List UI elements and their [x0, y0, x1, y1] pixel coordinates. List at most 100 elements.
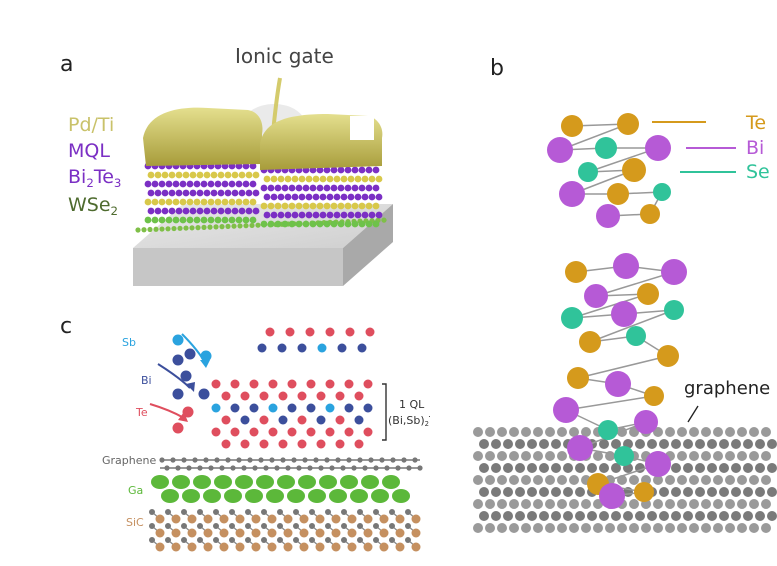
graphene-atom: [599, 463, 609, 473]
layer-atom: [277, 193, 285, 201]
c-atom: [219, 542, 229, 552]
graphene-atom: [731, 439, 741, 449]
layer-atom: [358, 220, 366, 228]
si-atom: [229, 509, 235, 515]
si-atom: [341, 509, 347, 515]
ga-atom: [224, 489, 242, 503]
graphene-atom: [737, 523, 747, 533]
graphene-atom: [719, 487, 729, 497]
graphene-atom: [767, 511, 777, 521]
si-atom: [309, 509, 315, 515]
graphene-atom: [551, 511, 561, 521]
atom: [344, 427, 354, 437]
layer-atom: [207, 180, 215, 188]
si-atom: [325, 537, 331, 543]
c-atom: [203, 542, 213, 552]
graphene-atom: [368, 457, 374, 463]
layer-atom: [358, 184, 366, 192]
graphene-atom: [373, 465, 379, 471]
ga-atom: [235, 475, 253, 489]
si-atom: [213, 509, 219, 515]
graphene-atom: [335, 457, 341, 463]
graphene-atom: [509, 451, 519, 461]
graphene-atom: [159, 457, 165, 463]
layer-atom: [231, 171, 239, 179]
crystal-atom: [596, 204, 620, 228]
bottom-crystal: [553, 253, 687, 509]
graphene-atom: [701, 523, 711, 533]
atom: [297, 391, 307, 401]
panel-b: b Te Bi Se graphene: [448, 44, 777, 544]
graphene-atom: [755, 439, 765, 449]
graphene-atom: [164, 465, 170, 471]
layer-atom: [361, 175, 369, 183]
layer-atom: [172, 198, 180, 206]
graphene-atom: [491, 439, 501, 449]
layer-atom: [316, 220, 324, 228]
layer-atom: [242, 198, 250, 206]
graphene-label: graphene: [684, 378, 771, 399]
layer-atom: [319, 175, 327, 183]
layer-atom: [375, 193, 383, 201]
layer-atom: [193, 216, 201, 224]
layer-atom: [238, 189, 246, 197]
si-atom: [405, 537, 411, 543]
layer-atom: [165, 180, 173, 188]
layer-atom: [309, 184, 317, 192]
c-atom: [267, 514, 277, 524]
layer-atom: [242, 180, 250, 188]
graphene-atom: [749, 499, 759, 509]
wse2-atom: [165, 226, 171, 232]
layer-atom: [231, 189, 239, 197]
graphene-atom: [192, 457, 198, 463]
ql-label: 1 QL: [399, 398, 425, 411]
layer-atom: [330, 202, 338, 210]
stack-label-ga: Ga: [128, 484, 144, 497]
layer-atom: [330, 166, 338, 174]
graphene-atom: [497, 523, 507, 533]
layer-atom: [260, 202, 268, 210]
si-atom: [181, 523, 187, 529]
ga-atom: [371, 489, 389, 503]
c-atom: [347, 514, 357, 524]
layer-atom: [196, 207, 204, 215]
layer-atom: [298, 175, 306, 183]
graphene-atom: [357, 457, 363, 463]
layer-atom: [323, 166, 331, 174]
ga-atom: [361, 475, 379, 489]
si-atom: [293, 509, 299, 515]
c-atom: [395, 542, 405, 552]
c-atom: [299, 528, 309, 538]
graphene-atom: [665, 499, 675, 509]
formula-label: (Bi,Sb)2Te3: [388, 414, 430, 429]
layer-atom: [291, 211, 299, 219]
layer-atom: [231, 207, 239, 215]
graphene-atom: [521, 475, 531, 485]
c-atom: [155, 528, 165, 538]
graphene-atom: [767, 487, 777, 497]
graphene-atom: [252, 465, 258, 471]
layer-atom: [344, 202, 352, 210]
graphene-atom: [755, 463, 765, 473]
graphene-atom: [545, 451, 555, 461]
graphene-atom: [707, 463, 717, 473]
graphene-atom: [725, 499, 735, 509]
graphene-atom: [719, 463, 729, 473]
layer-atom: [267, 184, 275, 192]
si-atom: [277, 537, 283, 543]
si-atom: [373, 509, 379, 515]
layer-atom: [358, 166, 366, 174]
graphene-atom: [707, 439, 717, 449]
crystal-atom: [567, 367, 589, 389]
legend-te: Te: [746, 112, 767, 134]
incoming-atom: [172, 334, 184, 346]
graphene-atom: [533, 499, 543, 509]
si-atom: [229, 537, 235, 543]
si-atom: [293, 523, 299, 529]
atom: [278, 415, 288, 425]
atom: [325, 379, 335, 389]
graphene-atom: [731, 511, 741, 521]
incoming-atom: [172, 388, 184, 400]
atom: [297, 415, 307, 425]
atom: [257, 343, 267, 353]
